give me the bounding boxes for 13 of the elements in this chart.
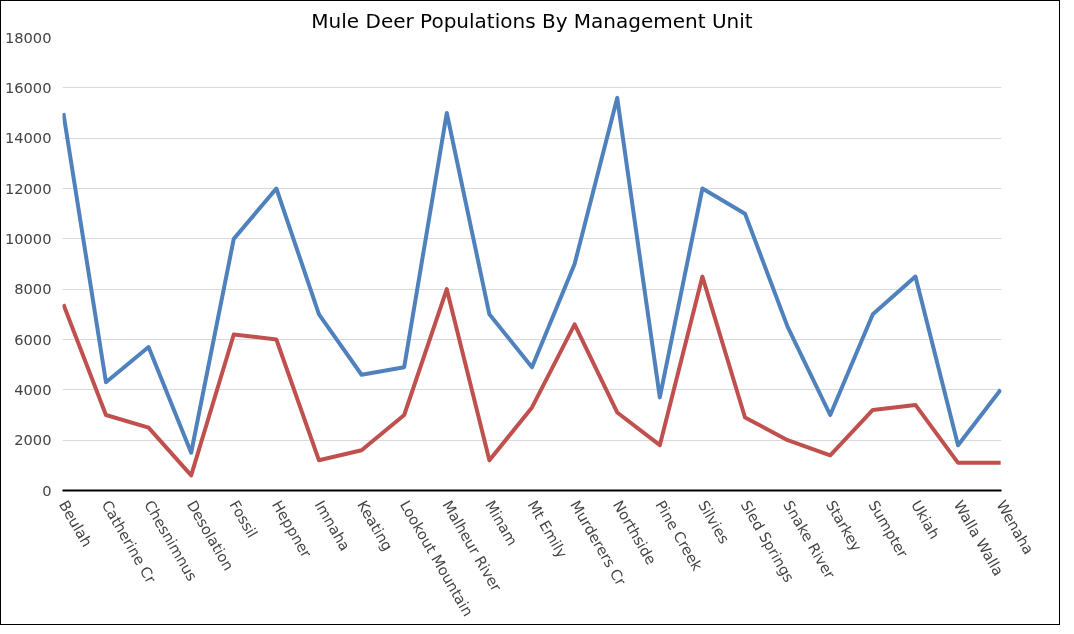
y-tick-label: 16000 xyxy=(4,78,52,96)
y-tick-label: 10000 xyxy=(4,229,52,247)
y-tick-label: 0 xyxy=(42,481,52,499)
chart-title: Mule Deer Populations By Management Unit xyxy=(311,8,753,33)
y-tick-label: 6000 xyxy=(14,330,52,348)
line-series xyxy=(62,95,1002,455)
y-tick-label: 4000 xyxy=(14,380,52,398)
y-tick-label: 2000 xyxy=(14,431,52,449)
y-tick-label: 8000 xyxy=(14,280,52,298)
line-series xyxy=(62,274,1002,478)
y-tick-label: 14000 xyxy=(4,129,52,147)
y-tick-label: 12000 xyxy=(4,179,52,197)
y-tick-label: 18000 xyxy=(4,28,52,46)
